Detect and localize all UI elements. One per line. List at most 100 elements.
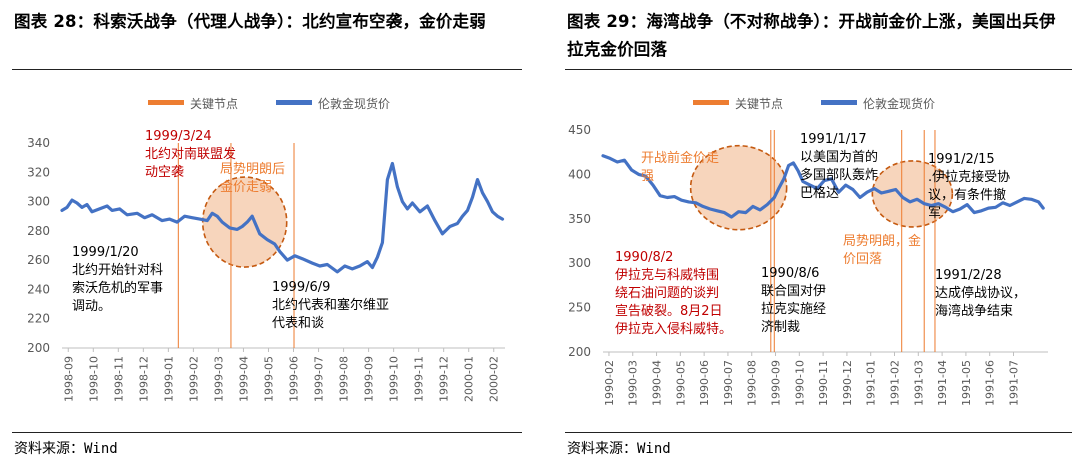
annotation-text: 北约开始针对科 [72, 263, 163, 278]
annotation-text: 北约对南联盟发 [145, 146, 236, 162]
x-tick-label: 1991-05 [960, 360, 973, 406]
x-tick-label: 1999-02 [187, 356, 200, 402]
source-note: 资料来源：Wind [567, 441, 671, 457]
x-tick-label: 1999-11 [413, 356, 426, 402]
legend-swatch-key-node [148, 100, 184, 105]
annotation-text: 绕石油问题的谈判 [615, 285, 719, 301]
y-tick-label: 300 [568, 256, 591, 270]
legend-swatch-gold-price [276, 100, 312, 105]
annotation-text: 1990/8/6 [761, 266, 819, 281]
title-divider [12, 69, 522, 70]
gold-price-line [601, 154, 1045, 219]
chart-panel-gulf: 图表 29：海湾战争（不对称战争）：开战前金价上涨，美国出兵伊拉克金价回落 关键… [553, 0, 1080, 463]
y-tick-label: 320 [27, 165, 50, 179]
y-tick-label: 200 [27, 341, 50, 355]
chart-panel-kosovo: 图表 28：科索沃战争（代理人战争）：北约宣布空袭，金价走弱 关键节点 伦敦金现货… [0, 0, 530, 463]
legend-swatch-gold-price [821, 100, 857, 105]
kosovo-war-chart: 关键节点 伦敦金现货价 200 220 240 260 280 300 320 340 1998-0… [27, 96, 505, 402]
x-tick-label: 1999-07 [313, 356, 326, 402]
x-tick-label: 1998-10 [87, 356, 100, 402]
source-divider [12, 432, 522, 433]
annotation-text: 局势明朗后 [220, 161, 285, 177]
gulf-war-chart: 关键节点 伦敦金现货价 200 250 300 350 400 450 1990-02 1990-… [568, 96, 1048, 406]
x-tick-label: 1999-12 [438, 356, 451, 402]
x-tick-label: 1991-03 [912, 360, 925, 406]
annotation-text: 伊拉克与科威特围 [615, 268, 719, 283]
y-tick-label: 220 [27, 312, 50, 326]
y-tick-label: 240 [27, 282, 50, 296]
annotation-text: 多国部队轰炸 [800, 167, 878, 183]
annotation-text: 海湾战争结束 [935, 303, 1013, 319]
x-tick-label: 1990-03 [627, 360, 640, 406]
x-tick-label: 1990-02 [603, 360, 616, 406]
annotation-text: 1991/2/28 [935, 268, 1002, 283]
x-tick-label: 2000-02 [488, 356, 501, 402]
annotation-text: 议，有条件撤 [928, 187, 1006, 203]
x-tick-label: 1990-07 [722, 360, 735, 406]
annotation-text: 1990/8/2 [615, 250, 673, 265]
legend-label-key-node: 关键节点 [190, 97, 238, 111]
annotation-text: 以美国为首的 [800, 149, 878, 165]
x-tick-label: 1998-12 [137, 356, 150, 402]
y-tick-label: 350 [568, 212, 591, 226]
annotation-text: 局势明朗，金 [843, 233, 921, 249]
x-tick-label: 1991-01 [865, 360, 878, 406]
x-tick-label: 1998-11 [112, 356, 125, 402]
annotation-text: 北约代表和塞尔维亚 [272, 297, 389, 313]
annotation-text: 1999/1/20 [72, 245, 139, 260]
annotation-text: 调动。 [72, 299, 111, 314]
annotation-text: .伊拉克接受协 [928, 169, 1010, 185]
x-tick-label: 1999-08 [338, 356, 351, 402]
x-tick-label: 1999-06 [288, 356, 301, 402]
x-tick-label: 1999-03 [212, 356, 225, 402]
y-tick-label: 300 [27, 195, 50, 209]
annotation-text: 1991/2/15 [928, 152, 995, 167]
x-tick-label: 1990-09 [770, 360, 783, 406]
annotation-text: 价回落 [843, 252, 882, 267]
x-tick-label: 1991-07 [1007, 360, 1020, 406]
highlight-ellipse [201, 176, 288, 268]
annotation-text: 联合国对伊 [761, 284, 826, 299]
annotation-text: 达成停战协议， [935, 285, 1026, 301]
x-tick-label: 1991-04 [936, 360, 949, 406]
x-tick-label: 1998-09 [62, 356, 75, 402]
x-tick-label: 2000-01 [463, 356, 476, 402]
annotation-text: 索沃危机的军事 [72, 280, 163, 296]
legend-label-gold-price: 伦敦金现货价 [318, 96, 390, 111]
annotation-text: 济制裁 [761, 319, 800, 335]
x-tick-label: 1990-04 [651, 360, 664, 406]
highlight-ellipse [871, 160, 954, 228]
gold-price-line [60, 161, 505, 274]
y-tick-label: 280 [27, 224, 50, 238]
y-tick-label: 400 [568, 167, 591, 181]
title-divider [565, 69, 1072, 70]
annotation-text: 强 [641, 169, 654, 184]
annotation-text: 1991/1/17 [800, 132, 867, 147]
legend-swatch-key-node [693, 100, 729, 105]
annotation-text: 代表和谈 [272, 316, 324, 331]
x-tick-label: 1990-11 [817, 360, 830, 406]
x-tick-label: 1990-12 [841, 360, 854, 406]
y-tick-label: 260 [27, 253, 50, 267]
x-tick-label: 1990-10 [793, 360, 806, 406]
annotation-text: 1999/6/9 [272, 280, 330, 295]
y-tick-label: 340 [27, 136, 50, 150]
legend-label-key-node: 关键节点 [735, 97, 783, 111]
chart-title: 图表 28：科索沃战争（代理人战争）：北约宣布空袭，金价走弱 [14, 12, 486, 31]
annotation-text: 1999/3/24 [145, 129, 212, 144]
x-tick-label: 1999-05 [262, 356, 275, 402]
x-tick-label: 1990-08 [746, 360, 759, 406]
x-tick-label: 1999-01 [162, 356, 175, 402]
annotation-text: 动空袭 [145, 165, 184, 180]
annotation-text: 金价走弱 [220, 179, 272, 195]
annotation-text: 巴格达 [800, 185, 839, 201]
annotation-text: 宣告破裂。8月2日 [615, 303, 723, 319]
source-divider [565, 432, 1072, 433]
source-note: 资料来源：Wind [14, 441, 118, 457]
y-tick-label: 200 [568, 345, 591, 359]
y-tick-label: 250 [568, 301, 591, 315]
legend-label-gold-price: 伦敦金现货价 [863, 96, 935, 111]
annotation-text: 拉克实施经 [761, 302, 826, 317]
annotation-text: 军 [928, 206, 941, 221]
annotation-text: 开战前金价走 [641, 150, 719, 166]
